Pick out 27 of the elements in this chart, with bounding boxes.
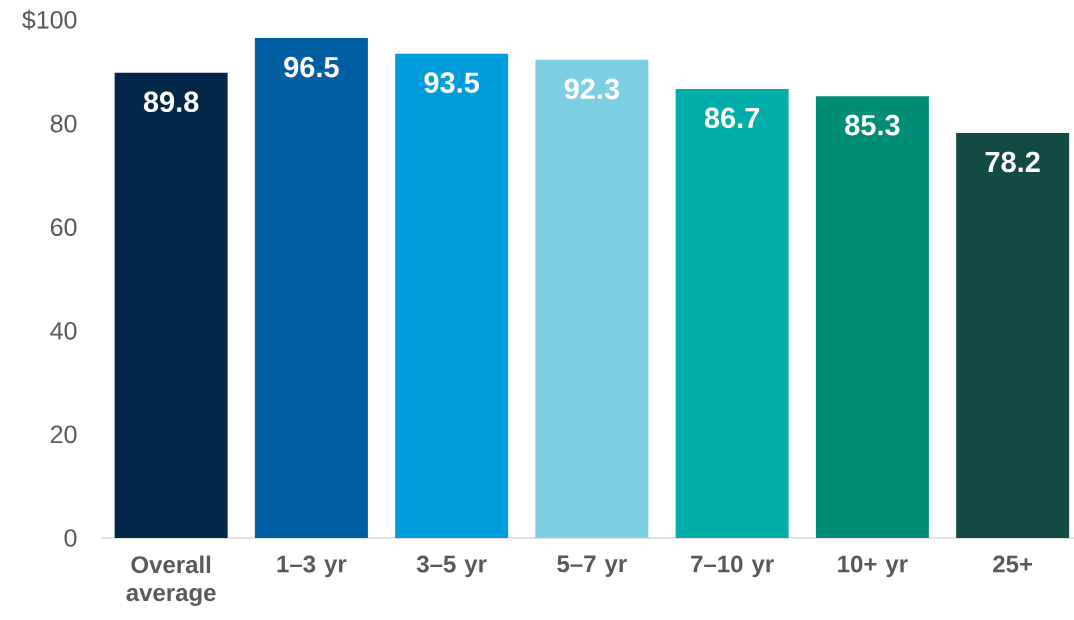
y-tick-label: 40 bbox=[50, 321, 77, 340]
bar bbox=[535, 59, 649, 538]
data-label: 96.5 bbox=[284, 56, 339, 78]
data-label: 93.5 bbox=[424, 72, 480, 93]
x-tick-label: 10+ yr bbox=[838, 555, 908, 578]
y-tick-label: 20 bbox=[50, 425, 77, 444]
data-label: 89.8 bbox=[143, 91, 199, 113]
x-tick-label: 5–7 yr bbox=[557, 555, 627, 578]
bar bbox=[254, 38, 368, 538]
y-tick-label: 60 bbox=[50, 218, 77, 237]
data-label: 92.3 bbox=[564, 78, 620, 100]
x-tick-label: 3–5 yr bbox=[416, 555, 487, 578]
y-tick-label: 0 bbox=[64, 529, 77, 547]
x-tick-label: 1–3 yr bbox=[277, 555, 347, 578]
y-tick-label: 80 bbox=[50, 114, 77, 133]
data-label: 85.3 bbox=[845, 114, 900, 136]
x-tick-label: 7–10 yr bbox=[691, 555, 774, 578]
bar bbox=[114, 72, 228, 538]
data-label: 86.7 bbox=[704, 107, 760, 129]
data-label: 78.2 bbox=[985, 151, 1040, 173]
bar bbox=[956, 132, 1070, 538]
bar bbox=[395, 53, 509, 538]
x-tick-label: 25+ bbox=[993, 555, 1032, 573]
bar bbox=[675, 88, 789, 538]
x-tick-label: Overall average bbox=[126, 555, 216, 606]
bar bbox=[815, 96, 929, 538]
y-tick-label: $100 bbox=[22, 9, 77, 31]
